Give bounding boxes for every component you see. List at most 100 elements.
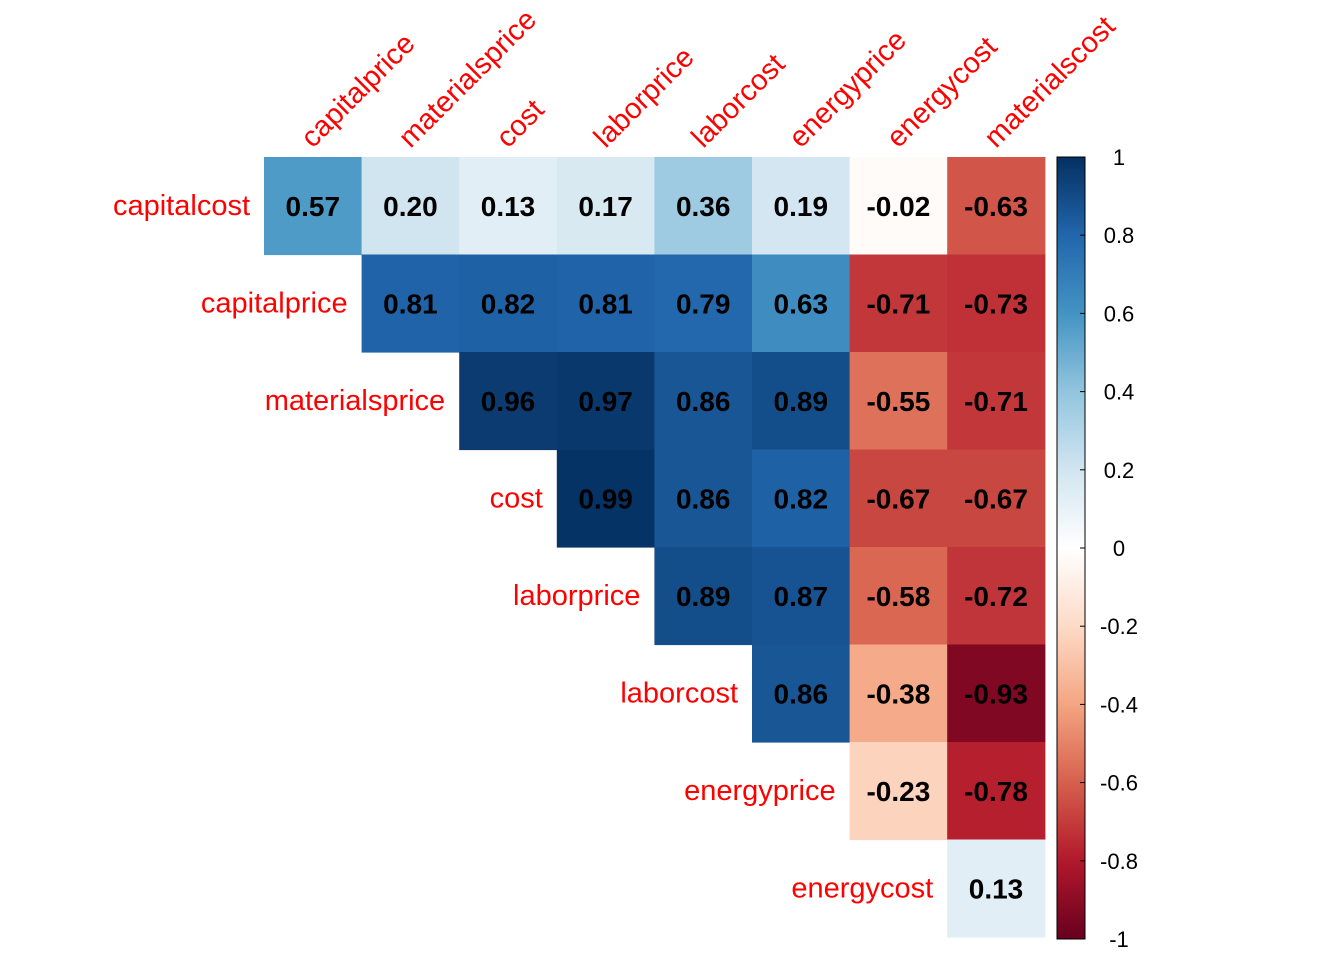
cell-value: 0.86 [774, 678, 829, 709]
cell-materialsprice-cost [459, 352, 558, 451]
heatmap-cells: 0.57 0.20 0.13 0.17 0.36 0.19 -0.02 -0.63 0.81 0.… [264, 157, 1046, 938]
cell-value: 0.82 [481, 288, 536, 319]
cell-laborcost-energycost [849, 644, 948, 743]
cell-cost-energyprice [752, 449, 851, 548]
cell-laborprice-laborcost [654, 547, 753, 646]
cell-value: 0.79 [676, 288, 731, 319]
cell-capitalprice-materialsprice [361, 254, 460, 353]
cell-energyprice-materialscost [947, 742, 1046, 841]
cell-value: 0.86 [676, 386, 731, 417]
cell-capitalcost-capitalprice [264, 157, 363, 256]
column-label: laborcost [686, 48, 792, 154]
cell-value: 0.19 [774, 191, 829, 222]
cell-capitalcost-laborprice [556, 157, 655, 256]
column-label: laborprice [588, 41, 701, 154]
cell-value: 0.87 [774, 581, 829, 612]
cell-capitalcost-energycost [849, 157, 948, 256]
cell-value: -0.55 [866, 386, 930, 417]
cell-capitalcost-cost [459, 157, 558, 256]
colorbar-tick-label: 0 [1113, 536, 1125, 561]
colorbar-tick-label: 1 [1113, 145, 1125, 170]
cell-capitalcost-laborcost [654, 157, 753, 256]
cell-value: 0.63 [774, 288, 829, 319]
colorbar-tick-label: -1 [1109, 927, 1129, 952]
colorbar-tick-label: -0.8 [1100, 849, 1138, 874]
colorbar-gradient [1056, 156, 1086, 940]
cell-value: -0.38 [866, 678, 930, 709]
cell-capitalprice-energycost [849, 254, 948, 353]
cell-laborcost-energyprice [752, 644, 851, 743]
column-label: materialscost [978, 11, 1121, 154]
cell-value: -0.71 [964, 386, 1028, 417]
cell-value: 0.57 [286, 191, 341, 222]
cell-value: 0.97 [578, 386, 633, 417]
cell-laborprice-energyprice [752, 547, 851, 646]
cell-value: 0.89 [676, 581, 731, 612]
cell-value: 0.81 [578, 288, 633, 319]
cell-capitalprice-laborprice [556, 254, 655, 353]
row-label: laborcost [620, 677, 738, 709]
cell-value: -0.63 [964, 191, 1028, 222]
cell-cost-energycost [849, 449, 948, 548]
cell-laborprice-energycost [849, 547, 948, 646]
cell-laborcost-materialscost [947, 644, 1046, 743]
cell-value: 0.82 [774, 483, 829, 514]
colorbar-tick-label: 0.6 [1104, 301, 1135, 326]
colorbar-tick-label: 0.2 [1104, 458, 1135, 483]
cell-value: -0.67 [964, 483, 1028, 514]
cell-laborprice-materialscost [947, 547, 1046, 646]
cell-capitalprice-laborcost [654, 254, 753, 353]
cell-value: 0.99 [578, 483, 633, 514]
cell-capitalprice-cost [459, 254, 558, 353]
cell-value: -0.02 [866, 191, 930, 222]
cell-value: 0.86 [676, 483, 731, 514]
row-label: capitalprice [201, 287, 348, 319]
column-label: cost [490, 94, 550, 154]
cell-value: -0.93 [964, 678, 1028, 709]
cell-value: 0.20 [383, 191, 438, 222]
colorbar-tick-label: 0.4 [1104, 380, 1135, 405]
row-label: capitalcost [113, 190, 250, 222]
cell-value: 0.13 [969, 873, 1024, 904]
cell-value: -0.71 [866, 288, 930, 319]
cell-capitalcost-materialscost [947, 157, 1046, 256]
cell-value: -0.73 [964, 288, 1028, 319]
cell-materialsprice-energycost [849, 352, 948, 451]
cell-materialsprice-materialscost [947, 352, 1046, 451]
cell-value: 0.89 [774, 386, 829, 417]
cell-cost-laborcost [654, 449, 753, 548]
cell-value: 0.81 [383, 288, 438, 319]
cell-energyprice-energycost [849, 742, 948, 841]
cell-capitalcost-energyprice [752, 157, 851, 256]
cell-value: -0.67 [866, 483, 930, 514]
row-label: materialsprice [265, 385, 446, 417]
colorbar-tick-label: -0.4 [1100, 692, 1138, 717]
row-label: cost [490, 482, 543, 514]
cell-capitalprice-energyprice [752, 254, 851, 353]
cell-capitalprice-materialscost [947, 254, 1046, 353]
cell-materialsprice-laborprice [556, 352, 655, 451]
colorbar-tick-label: -0.6 [1100, 771, 1138, 796]
colorbar-tick-label: 0.8 [1104, 223, 1135, 248]
colorbar: 1 0.8 0.6 0.4 0.2 0 -0.2 -0.4 -0.6 -0.8 -1 [1056, 145, 1138, 952]
cell-value: 0.96 [481, 386, 536, 417]
cell-value: -0.23 [866, 776, 930, 807]
cell-cost-laborprice [556, 449, 655, 548]
row-labels: capitalcost capitalprice materialsprice cos… [113, 190, 933, 904]
cell-value: 0.17 [578, 191, 633, 222]
cell-value: -0.58 [866, 581, 930, 612]
cell-value: 0.13 [481, 191, 536, 222]
cell-materialsprice-energyprice [752, 352, 851, 451]
row-label: energyprice [684, 775, 836, 807]
cell-energycost-materialscost [947, 839, 1046, 938]
cell-cost-materialscost [947, 449, 1046, 548]
colorbar-tick-label: -0.2 [1100, 614, 1138, 639]
cell-value: -0.78 [964, 776, 1028, 807]
cell-value: -0.72 [964, 581, 1028, 612]
row-label: energycost [791, 872, 933, 904]
cell-value: 0.36 [676, 191, 731, 222]
row-label: laborprice [513, 580, 640, 612]
cell-capitalcost-materialsprice [361, 157, 460, 256]
